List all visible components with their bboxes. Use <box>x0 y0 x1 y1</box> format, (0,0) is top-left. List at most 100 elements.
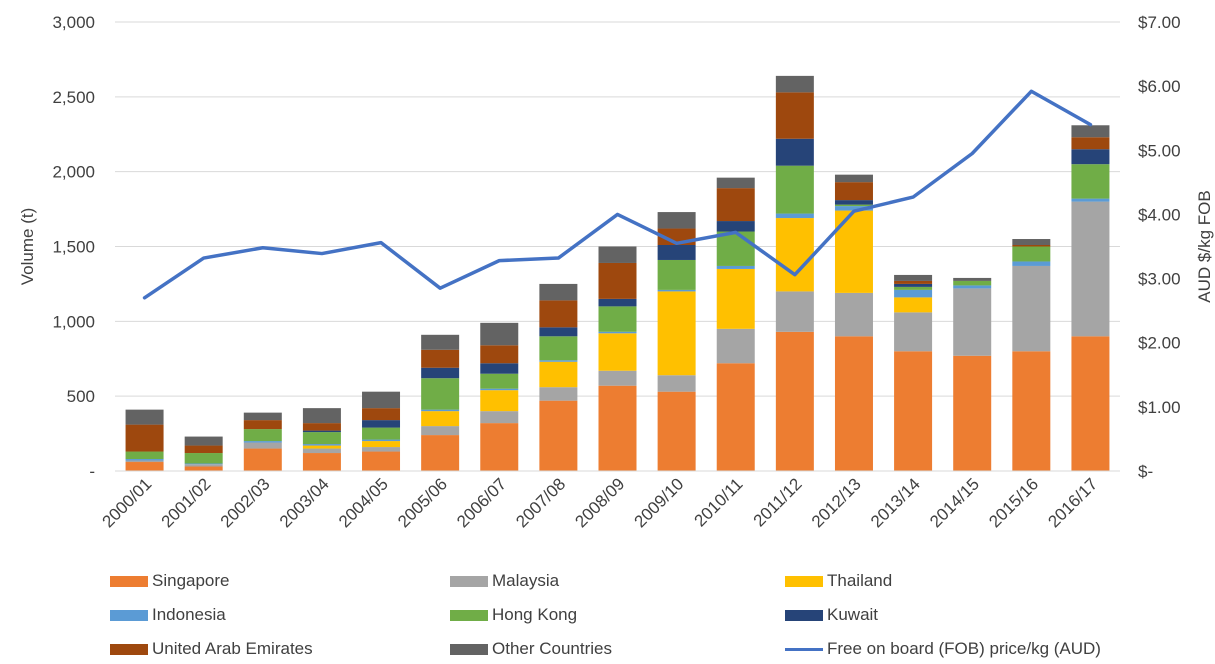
bar-segment <box>243 441 282 443</box>
chart-legend: Singapore Malaysia Thailand Indonesia Hong K… <box>0 560 1215 662</box>
legend-swatch <box>450 643 488 655</box>
bar-segment <box>125 459 164 461</box>
bar-segment <box>716 363 755 471</box>
legend-label: Hong Kong <box>492 605 578 624</box>
bar-segment <box>598 370 637 386</box>
bar-segment <box>598 306 637 332</box>
x-tick-label: 2004/05 <box>335 474 392 531</box>
bar-segment <box>421 435 460 471</box>
x-tick-label: 2015/16 <box>985 474 1042 531</box>
bar-segment <box>539 327 578 337</box>
bar-segment <box>302 423 341 431</box>
x-tick-label: 2010/11 <box>691 474 747 530</box>
bar-segment <box>243 412 282 421</box>
bar-segment <box>716 265 755 269</box>
legend-item: Other Countries <box>450 634 612 664</box>
bar-segment <box>302 445 341 449</box>
bar-segment <box>953 285 992 289</box>
bar-segment <box>184 436 223 446</box>
bar-segment <box>480 423 519 471</box>
bar-segment <box>1071 336 1110 471</box>
bar-segment <box>125 409 164 425</box>
y-tick-label: 1,500 <box>52 238 95 257</box>
y2-tick-label: $3.00 <box>1138 270 1181 289</box>
bar-segment <box>657 375 696 392</box>
bar-segment <box>834 200 873 205</box>
bar-segment <box>598 333 637 371</box>
x-tick-label: 2016/17 <box>1044 474 1101 531</box>
bar-segment <box>598 246 637 263</box>
bar-segment <box>894 283 933 287</box>
x-tick-label: 2012/13 <box>808 474 865 531</box>
bar-segment <box>362 420 401 428</box>
x-tick-label: 2003/04 <box>276 474 333 531</box>
legend-label: United Arab Emirates <box>152 639 313 658</box>
y-tick-label: 2,000 <box>52 163 95 182</box>
y-tick-label: 500 <box>67 387 95 406</box>
y2-tick-label: $- <box>1138 462 1153 481</box>
bar-segment <box>421 409 460 412</box>
chart-plot: - 500 1,000 1,500 2,000 2,500 3,000 $- $1.00 $2.0… <box>18 13 1214 531</box>
bar-segment <box>184 463 223 465</box>
legend-swatch <box>110 643 148 655</box>
bar-segment <box>302 448 341 454</box>
bar-segment <box>480 363 519 374</box>
bar-segment <box>480 322 519 346</box>
bar-segment <box>539 283 578 301</box>
bar-segment <box>539 336 578 361</box>
bar-segment <box>598 298 637 307</box>
x-tick-label: 2008/09 <box>571 474 628 531</box>
legend-item: Malaysia <box>450 566 559 596</box>
bar-segment <box>362 408 401 421</box>
y2-tick-label: $5.00 <box>1138 141 1181 160</box>
bar-segment <box>302 453 341 471</box>
bar-segment <box>894 289 933 298</box>
bar-segment <box>184 466 223 471</box>
bar-segment <box>716 177 755 189</box>
x-tick-label: 2009/10 <box>631 474 688 531</box>
bar-segment <box>421 411 460 427</box>
bar-segment <box>716 268 755 329</box>
bar-segment <box>894 351 933 471</box>
bar-segment <box>953 277 992 281</box>
bar-segment <box>184 464 223 467</box>
bar-segment <box>775 218 814 292</box>
legend-swatch <box>785 609 823 621</box>
legend-item: Thailand <box>785 566 892 596</box>
bar-segment <box>953 280 992 286</box>
bar-segment <box>775 213 814 219</box>
bar-segment <box>834 174 873 183</box>
x-tick-label: 2001/02 <box>158 474 215 531</box>
bar-segment <box>775 138 814 166</box>
bar-segment <box>834 292 873 337</box>
bar-segment <box>1071 125 1110 138</box>
bar-segment <box>243 448 282 471</box>
y2-axis-label: AUD $/kg FOB <box>1195 190 1214 302</box>
legend-swatch <box>785 575 823 587</box>
bar-segment <box>362 441 401 448</box>
y2-tick-label: $4.00 <box>1138 205 1181 224</box>
legend-item: Hong Kong <box>450 600 577 630</box>
bar-segment <box>657 245 696 260</box>
legend-label: Kuwait <box>827 605 879 624</box>
bar-segment <box>953 355 992 471</box>
bar-segment <box>421 334 460 350</box>
y-axis-label: Volume (t) <box>18 208 37 285</box>
legend-label: Singapore <box>152 571 230 590</box>
bar-segment <box>657 291 696 376</box>
y-tick-label: 1,000 <box>52 312 95 331</box>
y2-tick-label: $2.00 <box>1138 334 1181 353</box>
bar-segment <box>1012 245 1051 247</box>
bar-segment <box>362 451 401 471</box>
bar-segment <box>243 420 282 430</box>
legend-label: Thailand <box>827 571 893 590</box>
price-line <box>142 89 1093 300</box>
x-tick-label: 2013/14 <box>867 474 924 531</box>
legend-item: Singapore <box>110 566 230 596</box>
bar-segment <box>657 212 696 229</box>
bar-segment <box>125 451 164 460</box>
bar-segment <box>1071 164 1110 199</box>
bar-segment <box>125 424 164 452</box>
bar-segment <box>894 312 933 352</box>
